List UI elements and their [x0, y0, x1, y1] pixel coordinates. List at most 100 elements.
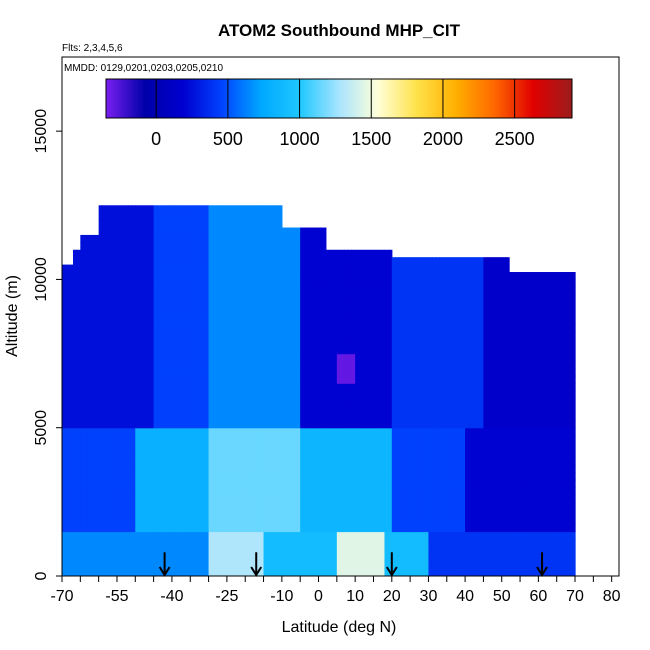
- field-cell: [219, 390, 224, 399]
- field-cell: [186, 249, 191, 258]
- field-cell: [212, 516, 217, 525]
- field-cell: [399, 412, 404, 421]
- field-cell: [146, 457, 151, 466]
- field-cell: [432, 449, 437, 458]
- field-cell: [204, 479, 210, 488]
- field-cell: [182, 561, 188, 570]
- field-cell: [168, 286, 173, 295]
- field-cell: [65, 323, 70, 332]
- field-cell: [300, 286, 305, 295]
- field-cell: [270, 398, 276, 407]
- field-cell: [399, 531, 404, 540]
- field-cell: [160, 279, 166, 288]
- field-cell: [142, 286, 147, 295]
- field-cell: [373, 257, 378, 266]
- field-cell: [421, 561, 426, 570]
- field-cell: [424, 309, 430, 318]
- field-cell: [252, 449, 257, 458]
- field-cell: [190, 242, 195, 251]
- field-cell: [105, 546, 111, 555]
- field-cell: [98, 442, 103, 451]
- field-cell: [399, 568, 404, 576]
- field-cell: [193, 301, 199, 310]
- field-cell: [384, 257, 389, 266]
- field-cell: [336, 442, 342, 451]
- field-cell: [120, 220, 125, 229]
- field-cell: [399, 464, 404, 473]
- field-cell: [256, 501, 261, 510]
- field-cell: [182, 264, 188, 273]
- field-cell: [289, 398, 294, 407]
- field-cell: [65, 331, 70, 340]
- field-cell: [289, 501, 294, 510]
- field-cell: [351, 360, 356, 369]
- field-cell: [142, 516, 147, 525]
- field-cell: [439, 509, 444, 518]
- field-cell: [322, 553, 327, 562]
- field-cell: [234, 346, 239, 355]
- field-cell: [267, 272, 272, 281]
- field-cell: [171, 227, 177, 236]
- field-cell: [256, 561, 261, 570]
- field-cell: [215, 501, 221, 510]
- field-cell: [116, 272, 122, 281]
- field-cell: [186, 442, 191, 451]
- field-cell: [259, 272, 265, 281]
- field-cell: [300, 346, 305, 355]
- field-cell: [149, 412, 155, 421]
- field-cell: [226, 516, 232, 525]
- field-cell: [351, 501, 356, 510]
- field-cell: [182, 412, 188, 421]
- field-cell: [226, 264, 232, 273]
- field-cell: [179, 353, 184, 362]
- field-cell: [142, 390, 147, 399]
- field-cell: [292, 353, 298, 362]
- field-cell: [212, 494, 217, 503]
- field-cell: [131, 553, 136, 562]
- field-cell: [87, 553, 92, 562]
- field-cell: [135, 227, 140, 236]
- field-cell: [168, 212, 173, 221]
- field-cell: [102, 346, 107, 355]
- field-cell: [215, 420, 221, 429]
- field-cell: [204, 494, 210, 503]
- field-cell: [358, 375, 364, 384]
- field-cell: [311, 368, 316, 377]
- field-cell: [219, 301, 224, 310]
- field-cell: [124, 561, 129, 570]
- field-cell: [402, 360, 408, 369]
- field-cell: [402, 398, 408, 407]
- field-cell: [340, 383, 345, 392]
- field-cell: [245, 234, 250, 243]
- field-cell: [113, 383, 118, 392]
- field-cell: [98, 353, 103, 362]
- field-cell: [267, 435, 272, 444]
- field-cell: [204, 457, 210, 466]
- field-cell: [131, 360, 136, 369]
- field-cell: [380, 457, 386, 466]
- field-cell: [193, 227, 199, 236]
- field-cell: [270, 234, 276, 243]
- field-cell: [72, 501, 78, 510]
- field-cell: [435, 568, 441, 576]
- field-cell: [263, 494, 268, 503]
- field-cell: [388, 524, 393, 533]
- field-cell: [102, 360, 107, 369]
- field-cell: [190, 435, 195, 444]
- field-cell: [439, 353, 444, 362]
- field-cell: [113, 472, 118, 481]
- field-cell: [197, 375, 202, 384]
- field-cell: [303, 420, 309, 429]
- field-cell: [245, 383, 250, 392]
- field-cell: [336, 398, 342, 407]
- field-cell: [230, 398, 235, 407]
- field-cell: [179, 316, 184, 325]
- field-cell: [384, 316, 389, 325]
- field-cell: [212, 412, 217, 421]
- field-cell: [179, 368, 184, 377]
- field-cell: [83, 368, 89, 377]
- field-cell: [281, 531, 287, 540]
- field-cell: [421, 360, 426, 369]
- field-cell: [380, 294, 386, 303]
- field-cell: [171, 383, 177, 392]
